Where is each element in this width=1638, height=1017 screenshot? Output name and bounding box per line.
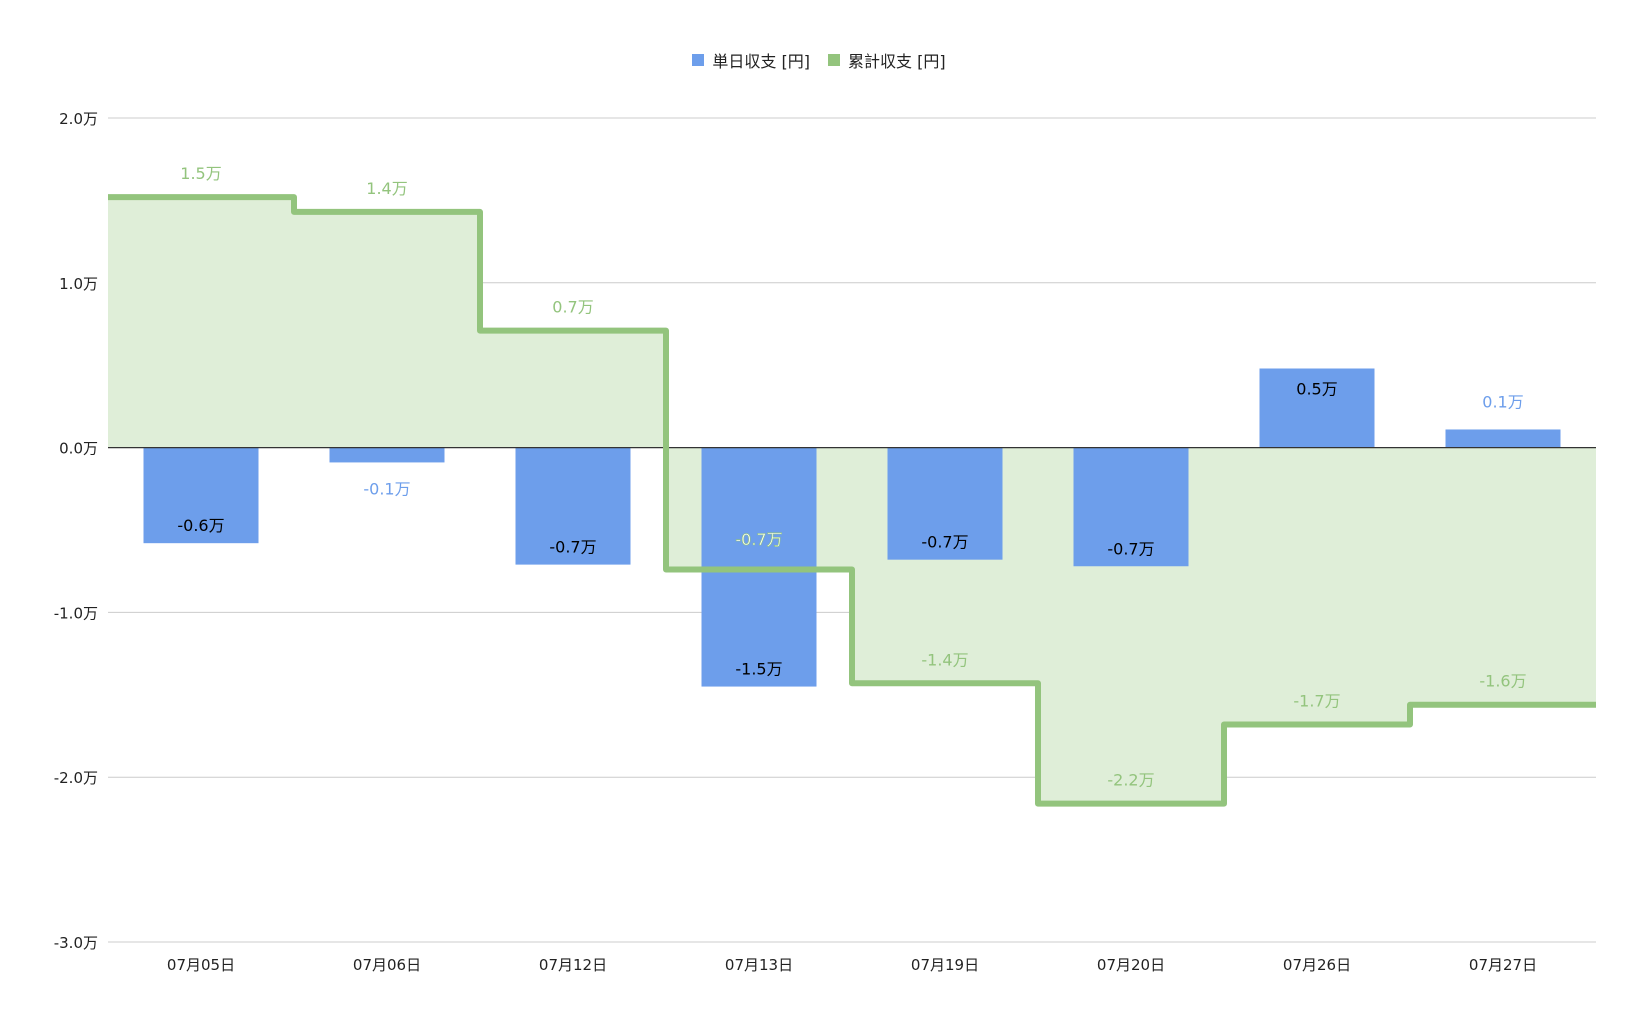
bar-data-label: -0.7万 <box>549 538 596 557</box>
x-tick-label: 07月19日 <box>911 956 979 974</box>
bar-daily[interactable] <box>515 447 631 565</box>
x-tick-label: 07月13日 <box>725 956 793 974</box>
legend-label-daily: 単日収支 [円] <box>712 52 810 71</box>
legend-item-cumulative[interactable]: 累計収支 [円] <box>828 48 946 72</box>
bar-data-label: 0.1万 <box>1482 392 1523 411</box>
x-tick-label: 07月05日 <box>167 956 235 974</box>
y-tick-label: 1.0万 <box>59 275 98 293</box>
cumulative-area <box>108 197 1596 804</box>
bar-daily[interactable] <box>1073 447 1189 567</box>
x-tick-label: 07月12日 <box>539 956 607 974</box>
bar-daily[interactable] <box>887 447 1003 560</box>
cumulative-line <box>108 194 1596 807</box>
cumulative-data-label: -2.2万 <box>1107 771 1154 790</box>
cumulative-line-layer <box>108 194 1596 807</box>
x-tick-label: 07月20日 <box>1097 956 1165 974</box>
y-tick-label: -1.0万 <box>54 604 98 622</box>
x-tick-label: 07月26日 <box>1283 956 1351 974</box>
bar-data-label: -0.7万 <box>1107 539 1154 558</box>
bar-data-label: 0.5万 <box>1296 379 1337 398</box>
cumulative-data-label: 1.4万 <box>366 179 407 198</box>
bar-daily[interactable] <box>329 447 445 463</box>
legend-item-daily[interactable]: 単日収支 [円] <box>692 48 810 72</box>
bar-data-label: -0.7万 <box>921 533 968 552</box>
y-tick-label: -3.0万 <box>54 934 98 952</box>
legend-label-cumulative: 累計収支 [円] <box>848 52 946 71</box>
chart-legend: 単日収支 [円] 累計収支 [円] <box>0 48 1638 72</box>
bar-data-label: -0.1万 <box>363 479 410 498</box>
x-tick-label: 07月27日 <box>1469 956 1537 974</box>
bar-sub-data-label: -0.7万 <box>735 530 782 549</box>
data-label-layer: -0.6万 -0.1万 -0.7万 -1.5万 -0.7万 -0.7万 -0.7万 0.5万 0… <box>177 164 1526 789</box>
x-tick-label: 07月06日 <box>353 956 421 974</box>
y-axis: 2.0万 1.0万 0.0万 -1.0万 -2.0万 -3.0万 <box>54 110 98 952</box>
bar-data-label: -1.5万 <box>735 660 782 679</box>
cumulative-data-label: 0.7万 <box>552 298 593 317</box>
bar-data-label: -0.6万 <box>177 516 224 535</box>
y-tick-label: 0.0万 <box>59 440 98 458</box>
y-tick-label: 2.0万 <box>59 110 98 128</box>
legend-swatch-cumulative-icon <box>828 54 840 66</box>
x-axis: 07月05日 07月06日 07月12日 07月13日 07月19日 07月20日 07月2… <box>167 956 1537 974</box>
cumulative-data-label: -1.4万 <box>921 650 968 669</box>
y-tick-label: -2.0万 <box>54 769 98 787</box>
bar-daily[interactable] <box>1259 368 1375 448</box>
cumulative-data-label: 1.5万 <box>180 164 221 183</box>
cumulative-area-layer <box>108 197 1596 804</box>
bar-daily[interactable] <box>143 447 259 544</box>
legend-swatch-daily-icon <box>692 54 705 66</box>
bar-daily[interactable] <box>1445 429 1561 448</box>
cumulative-data-label: -1.6万 <box>1479 672 1526 691</box>
cumulative-data-label: -1.7万 <box>1293 691 1340 710</box>
